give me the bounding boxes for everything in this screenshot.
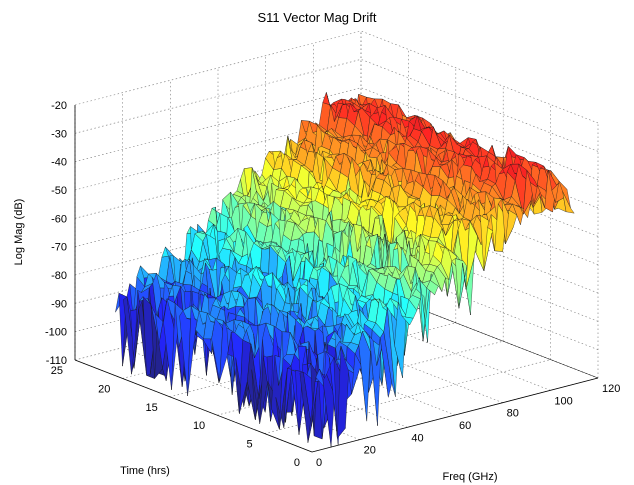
y-tick-label: 25 [51, 365, 63, 377]
back-wall-grid-line [74, 144, 362, 219]
chart-title: S11 Vector Mag Drift [257, 10, 377, 25]
x-tick-label: 20 [364, 445, 376, 457]
x-tick-label: 80 [507, 408, 519, 420]
z-tick-label: -100 [45, 327, 67, 339]
surface [115, 91, 575, 448]
z-tick-label: -50 [51, 185, 67, 197]
back-wall-grid-line [74, 87, 362, 162]
x-tick-label: 0 [316, 457, 322, 469]
y-axis-line [74, 359, 313, 453]
x-tick-label: 40 [411, 432, 423, 444]
x-tick-label: 120 [602, 383, 620, 395]
z-tick-label: -60 [51, 213, 67, 225]
back-wall-grid-line [74, 172, 362, 247]
z-tick-label: -80 [51, 270, 67, 282]
y-tick-label: 10 [193, 420, 205, 432]
x-tick-label: 60 [459, 420, 471, 432]
x-axis-label: Freq (GHz) [443, 471, 498, 483]
back-wall-grid-line [74, 115, 362, 191]
y-tick-label: 0 [294, 457, 300, 469]
floor-grid-line [169, 322, 456, 398]
y-tick-label: 5 [246, 439, 252, 451]
z-tick-label: -30 [51, 128, 67, 140]
z-tick-label: -110 [46, 355, 67, 367]
z-axis-label: Log Mag (dB) [13, 199, 25, 266]
axis-ticks: -20 -30 -40 -50 -60 -70 -80 -90 -100 -110 0 5 10 15 20… [45, 100, 620, 469]
y-tick-label: 20 [98, 383, 110, 395]
y-axis-label: Time (hrs) [120, 465, 170, 477]
back-wall-grid-line [74, 30, 362, 106]
x-tick-label: 100 [554, 395, 572, 407]
z-tick-label: -20 [51, 100, 67, 112]
z-tick-label: -40 [51, 157, 67, 169]
back-wall-grid-line [74, 229, 362, 304]
z-tick-label: -70 [51, 242, 67, 254]
surface-patch [562, 191, 575, 214]
x-axis-line [311, 377, 599, 453]
z-tick-label: -90 [51, 298, 67, 310]
back-wall-grid-line [74, 59, 362, 134]
y-tick-label: 15 [146, 402, 158, 414]
back-wall-grid-line [74, 200, 362, 276]
